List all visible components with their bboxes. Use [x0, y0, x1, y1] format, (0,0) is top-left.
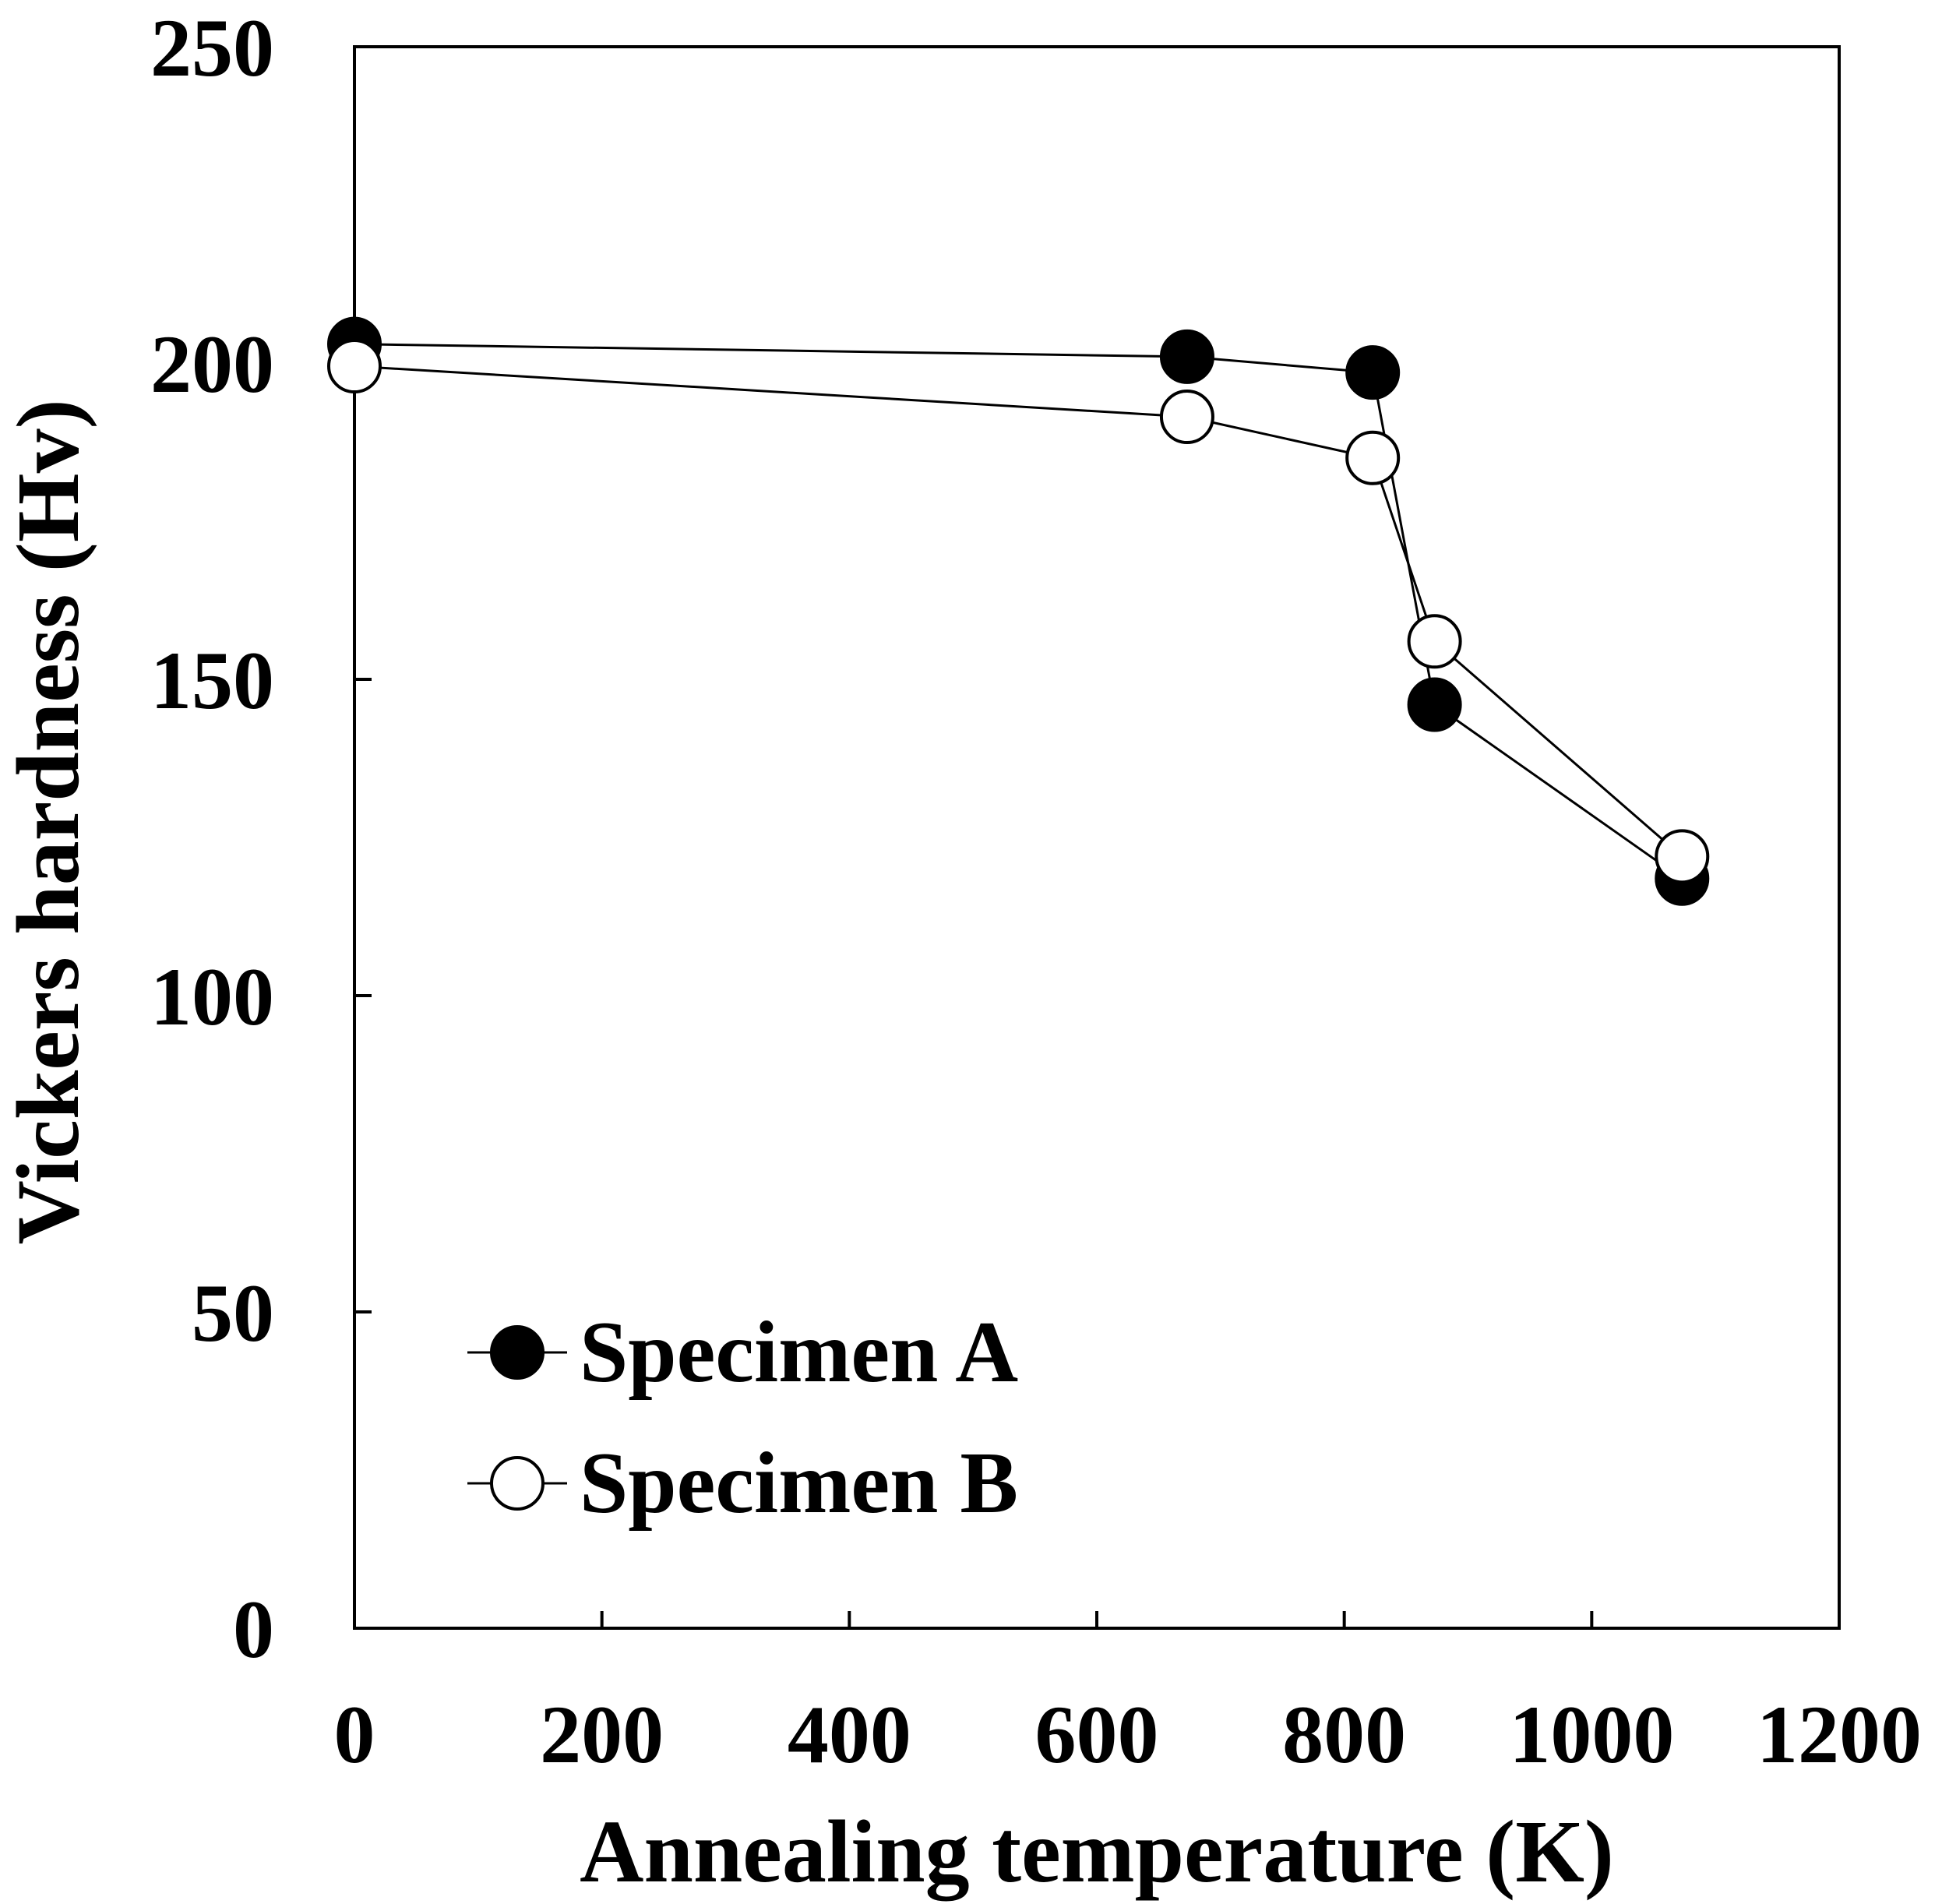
x-axis-title: Annealing temperature (K): [580, 1802, 1614, 1901]
data-point-specimen-b: [327, 339, 382, 394]
plot-frame: [353, 45, 1841, 1630]
series-layer: [327, 316, 1710, 906]
data-point-specimen-a: [1159, 329, 1214, 384]
x-tick-label: 400: [788, 1689, 911, 1780]
y-tick-label: 200: [150, 319, 274, 410]
y-axis-ticks: 0 50 100 150 200 250: [150, 2, 372, 1675]
series-line-specimen-b: [354, 365, 1683, 858]
data-point-specimen-a: [1345, 345, 1401, 400]
series-line-specimen-a: [354, 343, 1683, 880]
x-tick-label: 0: [334, 1689, 375, 1780]
legend-label-specimen-b: Specimen B: [580, 1435, 1018, 1532]
x-tick-label: 1200: [1757, 1689, 1922, 1780]
legend-marker-specimen-b: [490, 1456, 545, 1511]
legend: Specimen A Specimen B: [467, 1304, 1018, 1532]
data-point-specimen-a: [1407, 677, 1462, 732]
data-point-specimen-b: [1345, 430, 1401, 485]
y-tick-label: 50: [192, 1268, 274, 1359]
y-tick-label: 0: [233, 1584, 274, 1675]
x-tick-label: 800: [1282, 1689, 1406, 1780]
y-tick-label: 250: [150, 2, 274, 93]
y-axis-title: Vickers hardness (Hv): [0, 399, 97, 1244]
data-point-specimen-b: [1407, 614, 1462, 669]
x-tick-label: 200: [540, 1689, 664, 1780]
x-tick-label: 600: [1035, 1689, 1159, 1780]
legend-marker-specimen-a: [490, 1325, 545, 1380]
data-point-specimen-b: [1655, 829, 1710, 884]
data-point-specimen-b: [1159, 390, 1214, 445]
x-tick-label: 1000: [1509, 1689, 1674, 1780]
y-tick-label: 100: [150, 951, 274, 1042]
legend-label-specimen-a: Specimen A: [580, 1304, 1018, 1401]
y-tick-label: 150: [150, 635, 274, 726]
x-axis-ticks: 0 200 400 600 800 1000 1200: [334, 1611, 1922, 1780]
